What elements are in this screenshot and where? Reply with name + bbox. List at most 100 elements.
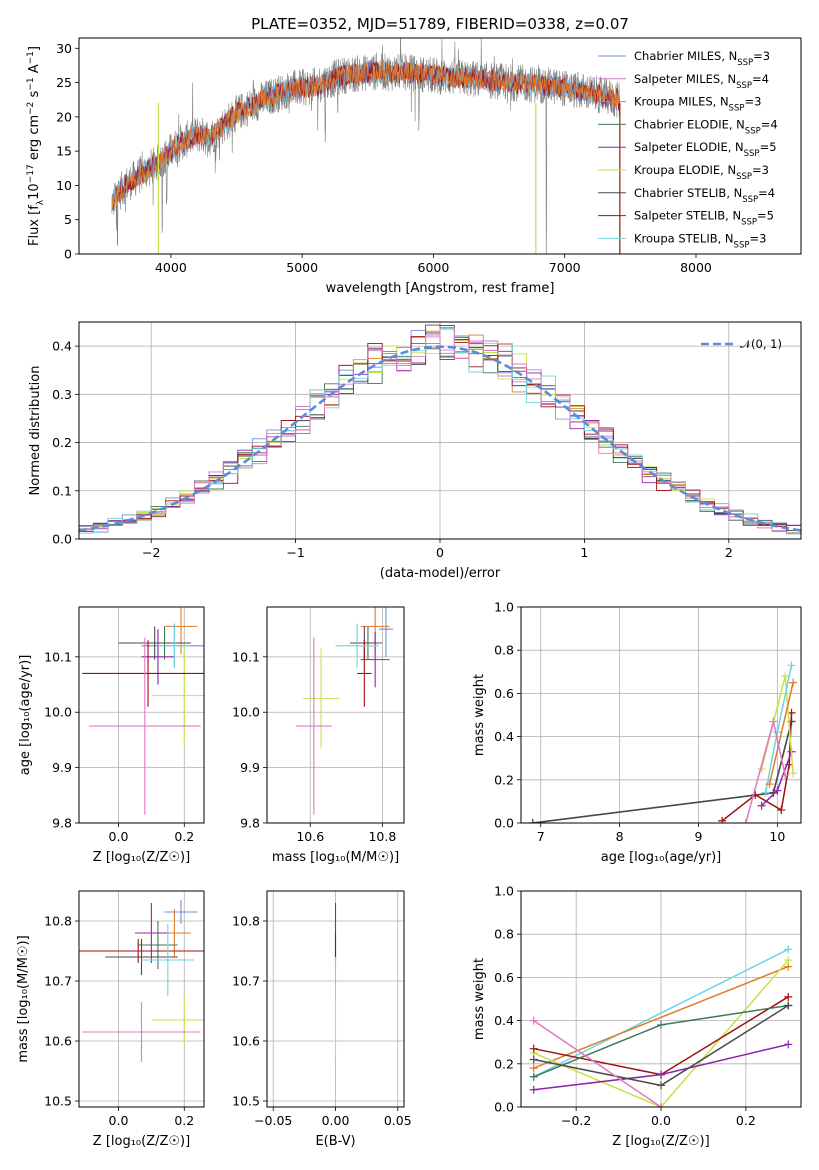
spectrum-frame [78,37,802,255]
weight_vs_Z-ylabel: mass weight [472,958,487,1040]
x-tick-label: −1 [286,545,304,560]
weight_vs_Z-axes: −0.2 0.0 0.2 0.0 0.2 0.4 0.6 0.8 1.0 [494,884,801,1128]
y-tick-label: 10 [56,178,72,193]
y-tick-label: 0.8 [494,643,514,658]
weight-marker [529,1044,538,1053]
weight-marker [718,816,727,823]
mass_vs_Z-xlabel: Z [log₁₀(Z/Z☉)] [93,1134,190,1149]
x-tick-label: 9 [694,829,702,844]
y-tick-label: 15 [56,144,72,159]
errorbar-point-salpeter-stelib [79,939,204,963]
residuals-ylabel: Normed distribution [28,366,43,496]
x-tick-label: 8 [616,829,624,844]
y-tick-label: 10.0 [232,705,260,720]
legend-entry: Salpeter STELIB, NSSP=5 [634,209,774,228]
y-tick-label: 1.0 [494,884,514,899]
y-tick-label: 10.6 [232,1034,260,1049]
weight-marker [769,788,778,797]
x-tick-label: 6000 [418,260,450,275]
x-tick-label: 8000 [680,260,712,275]
y-tick-label: 10.6 [44,1034,72,1049]
figure-title: PLATE=0352, MJD=51789, FIBERID=0338, z=0… [251,15,629,33]
weight-line-kroupa-miles [768,682,794,785]
y-tick-label: 0.0 [52,532,72,547]
spectrum-axes: 4000 5000 6000 7000 8000 0 5 10 15 20 25 30 [56,41,712,275]
errorbar-point-kroupa-stelib [335,623,379,668]
y-tick-label: 0.4 [52,339,72,354]
errorbar-point-kroupa-elodie [151,996,204,1044]
y-tick-label: 0.2 [52,435,72,450]
weight-marker [761,788,770,797]
weight-marker [528,819,537,823]
weight-marker [787,661,796,670]
weight_vs_age-ylabel: mass weight [472,674,487,756]
weight-marker [769,717,778,726]
age_vs_Z-ylabel: age [log₁₀(age/yr)] [18,655,33,776]
x-tick-label: 0.0 [651,1113,671,1128]
x-tick-label: 10.6 [296,829,324,844]
x-tick-label: 0.05 [384,1113,412,1128]
mass_vs_EBV-axes: −0.05 0.00 0.05 10.5 10.6 10.7 10.8 [232,891,412,1128]
x-tick-label: 2 [725,545,733,560]
weight-marker [657,1103,665,1107]
legend-entry: Chabrier MILES, NSSP=3 [634,49,770,68]
y-tick-label: 20 [56,109,72,124]
y-tick-label: 9.8 [240,816,260,831]
legend-entry: Chabrier STELIB, NSSP=4 [634,186,775,205]
y-tick-label: 10.7 [44,974,72,989]
y-tick-label: 0.3 [52,387,72,402]
errorbar-point-chabrier-miles [378,607,394,657]
mass_vs_EBV-frame [266,890,405,1108]
x-tick-label: 10 [769,829,785,844]
age_vs_Z-xlabel: Z [log₁₀(Z/Z☉)] [93,850,190,865]
weight-marker [781,771,790,780]
y-tick-label: 10.0 [44,705,72,720]
weight_vs_age-frame [520,606,802,824]
y-tick-label: 0.0 [494,816,514,831]
y-tick-label: 10.8 [232,914,260,929]
residuals-frame [78,321,802,540]
y-tick-label: 1.0 [494,600,514,615]
weight-line-kroupa-stelib [533,948,789,1078]
weight-marker [657,1081,665,1090]
y-tick-label: 9.8 [52,816,72,831]
y-tick-label: 10.1 [44,649,72,664]
errorbar-point-salpeter-elodie [141,629,175,685]
gaussian-legend-label: 𝒩(0, 1) [740,337,782,351]
errorbar-point-chabrier-stelib [118,626,191,660]
weight-line-pink [533,1019,662,1107]
x-tick-label: −2 [142,545,160,560]
weight-marker [784,956,793,965]
legend-entry: Salpeter MILES, NSSP=4 [634,72,769,91]
y-tick-label: 0 [64,247,72,262]
weight-marker [529,1016,538,1025]
errorbar-point-kroupa-stelib [157,623,191,668]
x-tick-label: 0 [436,545,444,560]
residuals-xlabel: (data-model)/error [380,566,501,581]
mass_vs_Z-axes: 0.0 0.2 10.5 10.6 10.7 10.8 [44,891,204,1128]
weight-marker [789,769,798,778]
weight-marker [657,1070,665,1079]
legend-entry: Salpeter ELODIE, NSSP=5 [634,140,777,159]
weight-marker [529,1064,538,1073]
errorbar-point-chabrier-elodie [138,921,178,969]
residuals-axes: −2 −1 0 1 2 0.0 0.1 0.2 0.3 0.4 [52,322,801,560]
gaussian-reference-curve [79,345,801,532]
y-tick-label: 9.9 [52,760,72,775]
age_vs_mass-frame [266,606,405,824]
x-tick-label: 0.2 [736,1113,756,1128]
legend-entry: Kroupa STELIB, NSSP=3 [634,231,766,250]
y-tick-label: 5 [64,212,72,227]
x-tick-label: 7000 [549,260,581,275]
weight-marker [529,1055,538,1064]
x-tick-label: −0.2 [561,1113,591,1128]
weight_vs_age-axes: 7 8 9 10 0.0 0.2 0.4 0.6 0.8 1.0 [494,600,801,844]
weight-marker [773,786,782,795]
errorbar-point-pink [88,637,201,815]
x-tick-label: −0.05 [254,1113,292,1128]
legend-entry: Kroupa MILES, NSSP=3 [634,95,761,114]
weight-marker [773,728,782,737]
errorbar-point-pink [295,637,332,815]
mass_vs_Z-ylabel: mass [log₁₀(M/M☉)] [16,935,31,1062]
